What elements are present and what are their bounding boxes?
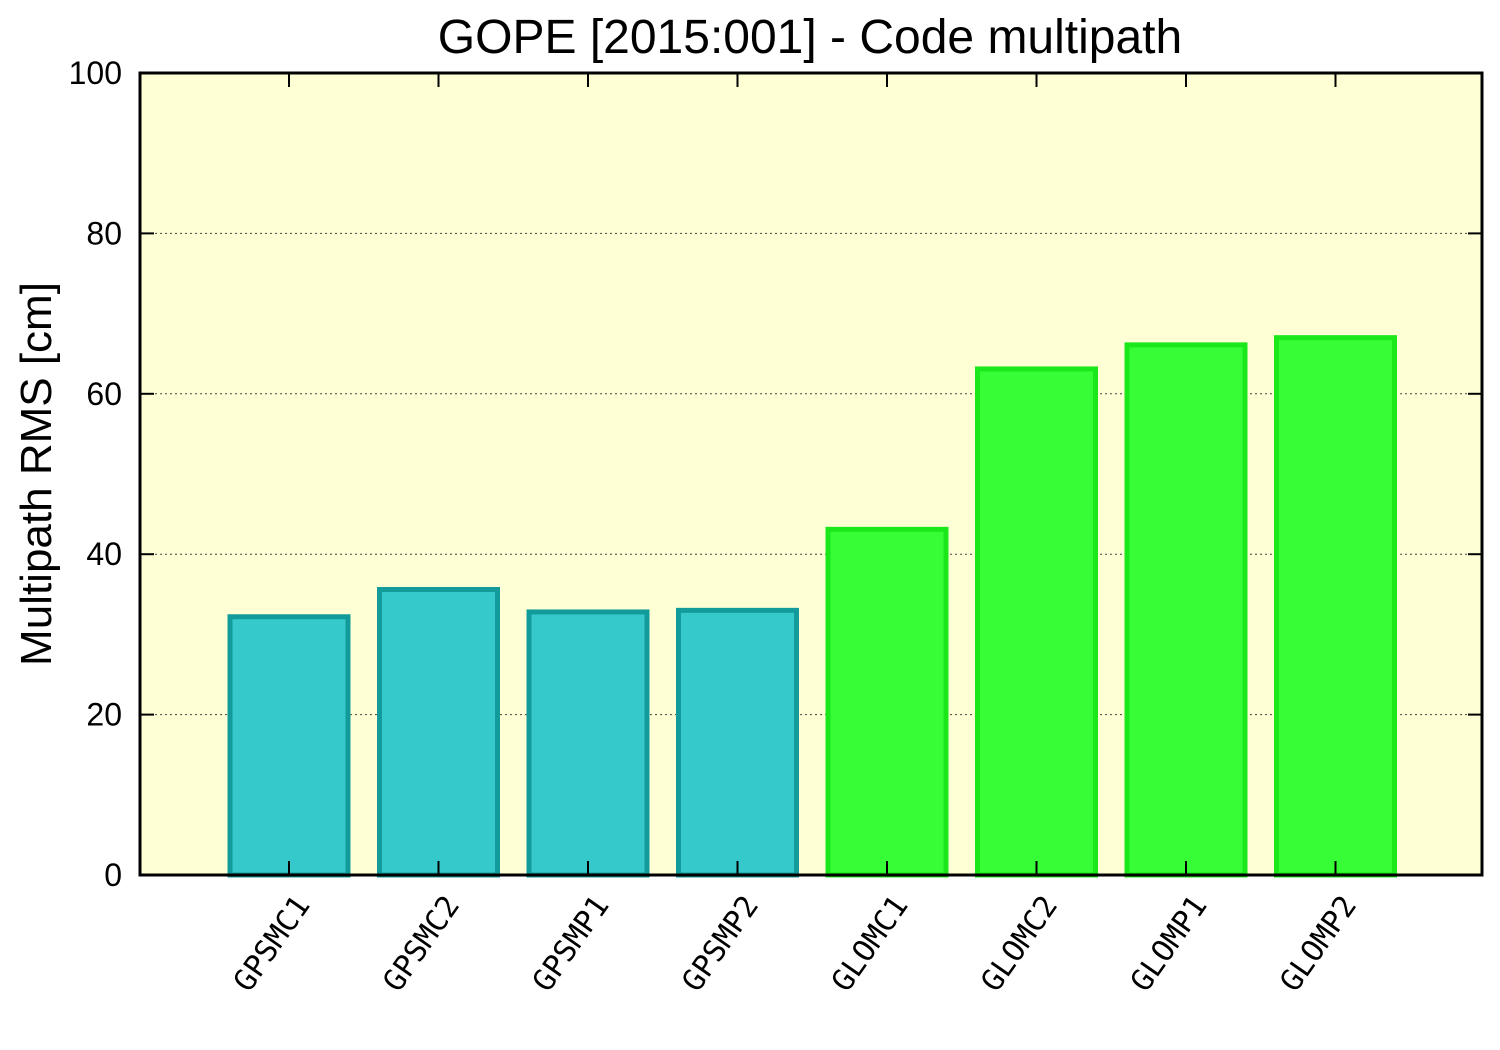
y-tick-label-60: 60 (86, 376, 122, 412)
bar-glomc1 (825, 526, 949, 878)
bar-gpsmp1 (526, 609, 650, 878)
y-tick-labels: 0 20 40 60 80 100 (69, 55, 122, 893)
y-tick-label-80: 80 (86, 215, 122, 251)
plot-frame (138, 71, 1484, 877)
bar-gpsmc2 (377, 586, 500, 878)
grid-lines (140, 232, 1482, 716)
x-tick-labels: GPSMC1 GPSMC2 GPSMP1 GPSMP2 GLOMC1 GLOMC2 GLOM… (227, 890, 1364, 999)
y-tick-label-0: 0 (104, 857, 122, 893)
x-tick-label-gpsmc1: GPSMC1 (227, 890, 318, 999)
x-tick-label-gpsmc2: GPSMC2 (376, 890, 467, 999)
y-tick-label-100: 100 (69, 55, 122, 91)
x-tick-label-glomp2: GLOMP2 (1273, 890, 1364, 999)
x-tick-label-glomc1: GLOMC1 (825, 890, 916, 999)
x-tick-label-gpsmp1: GPSMP1 (526, 890, 617, 999)
bar-glomp2 (1274, 335, 1397, 878)
chart-title: GOPE [2015:001] - Code multipath (438, 11, 1182, 64)
bar-glomc2 (975, 366, 1098, 878)
bar-glomp1 (1124, 342, 1248, 878)
y-tick-label-20: 20 (86, 697, 122, 733)
x-tick-label-gpsmp2: GPSMP2 (675, 890, 766, 999)
x-tick-label-glomp1: GLOMP1 (1124, 890, 1215, 999)
x-tick-label-glomc2: GLOMC2 (974, 890, 1065, 999)
y-tick-label-40: 40 (86, 536, 122, 572)
bar-gpsmc1 (227, 614, 351, 878)
plot-background (140, 73, 1482, 875)
bar-gpsmp2 (676, 607, 799, 878)
bars (227, 335, 1397, 878)
y-axis-label: Multipath RMS [cm] (12, 282, 61, 666)
